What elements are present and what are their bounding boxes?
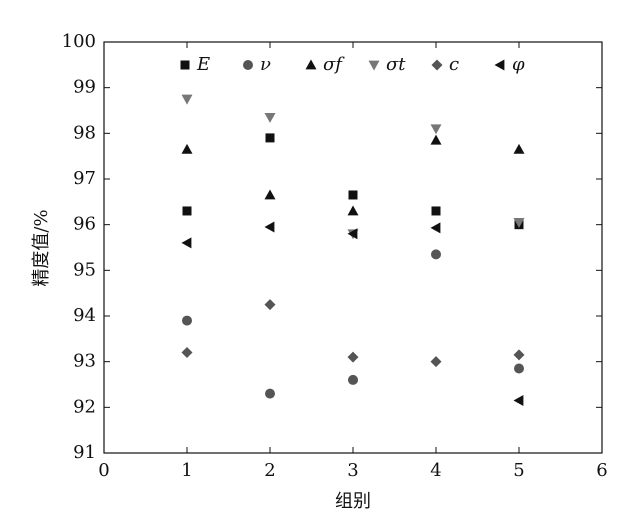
y-tick-label: 92 (73, 396, 96, 417)
point (430, 134, 442, 145)
point (181, 347, 193, 359)
y-axis-label: 精度值/% (31, 209, 52, 286)
y-tick-label: 100 (62, 31, 96, 52)
legend-marker (494, 59, 505, 71)
point (430, 222, 441, 234)
legend-marker (431, 59, 443, 71)
point (431, 206, 441, 216)
point (347, 205, 359, 216)
y-tick-label: 98 (73, 122, 96, 143)
legend-label: φ (512, 54, 525, 75)
y-tick-label: 93 (73, 351, 96, 372)
point (182, 206, 192, 216)
point (264, 221, 275, 233)
y-tick-label: 91 (73, 442, 96, 463)
x-tick-label: 3 (347, 460, 358, 481)
x-tick-label: 4 (430, 460, 441, 481)
y-tick-label: 97 (73, 168, 96, 189)
legend-label: ν (260, 54, 271, 75)
point (513, 349, 525, 361)
legend-marker (305, 59, 317, 70)
point (182, 315, 192, 326)
x-axis-label: 组别 (335, 491, 371, 512)
legend-label: E (196, 54, 210, 75)
legend-label: c (449, 54, 459, 75)
legend-marker (243, 60, 253, 70)
point (430, 356, 442, 368)
legend-label: σt (386, 54, 406, 75)
plot-frame (103, 41, 603, 454)
point (348, 190, 358, 200)
legend-marker (368, 60, 380, 71)
point (513, 143, 525, 154)
legend-marker (180, 60, 190, 70)
y-tick-label: 95 (73, 259, 96, 280)
x-tick-label: 2 (264, 460, 275, 481)
point (181, 143, 193, 154)
point (181, 237, 192, 249)
point (513, 394, 524, 406)
point (264, 112, 276, 123)
point (264, 299, 276, 311)
legend-label: σf (323, 54, 345, 75)
point (347, 228, 358, 240)
point (264, 189, 276, 200)
x-tick-label: 6 (596, 460, 607, 481)
point (348, 374, 358, 385)
point (430, 124, 442, 135)
x-tick-label: 0 (98, 460, 109, 481)
x-tick-label: 1 (181, 460, 192, 481)
y-tick-label: 94 (73, 305, 96, 326)
point (347, 351, 359, 363)
point (181, 94, 193, 105)
point (265, 388, 275, 399)
point (514, 363, 524, 374)
point (513, 217, 525, 228)
point (431, 249, 441, 260)
point (265, 133, 275, 143)
x-tick-label: 5 (513, 460, 524, 481)
y-tick-label: 99 (73, 77, 96, 98)
y-tick-label: 96 (73, 214, 96, 235)
